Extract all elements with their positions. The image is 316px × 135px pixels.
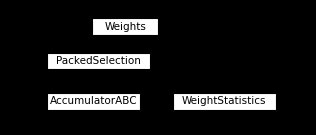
FancyBboxPatch shape: [47, 53, 150, 69]
FancyBboxPatch shape: [92, 18, 158, 35]
Text: Weights: Weights: [104, 22, 146, 32]
FancyBboxPatch shape: [47, 93, 140, 110]
Text: AccumulatorABC: AccumulatorABC: [50, 96, 137, 106]
Text: WeightStatistics: WeightStatistics: [182, 96, 267, 106]
Text: PackedSelection: PackedSelection: [56, 56, 141, 66]
FancyBboxPatch shape: [173, 93, 276, 110]
